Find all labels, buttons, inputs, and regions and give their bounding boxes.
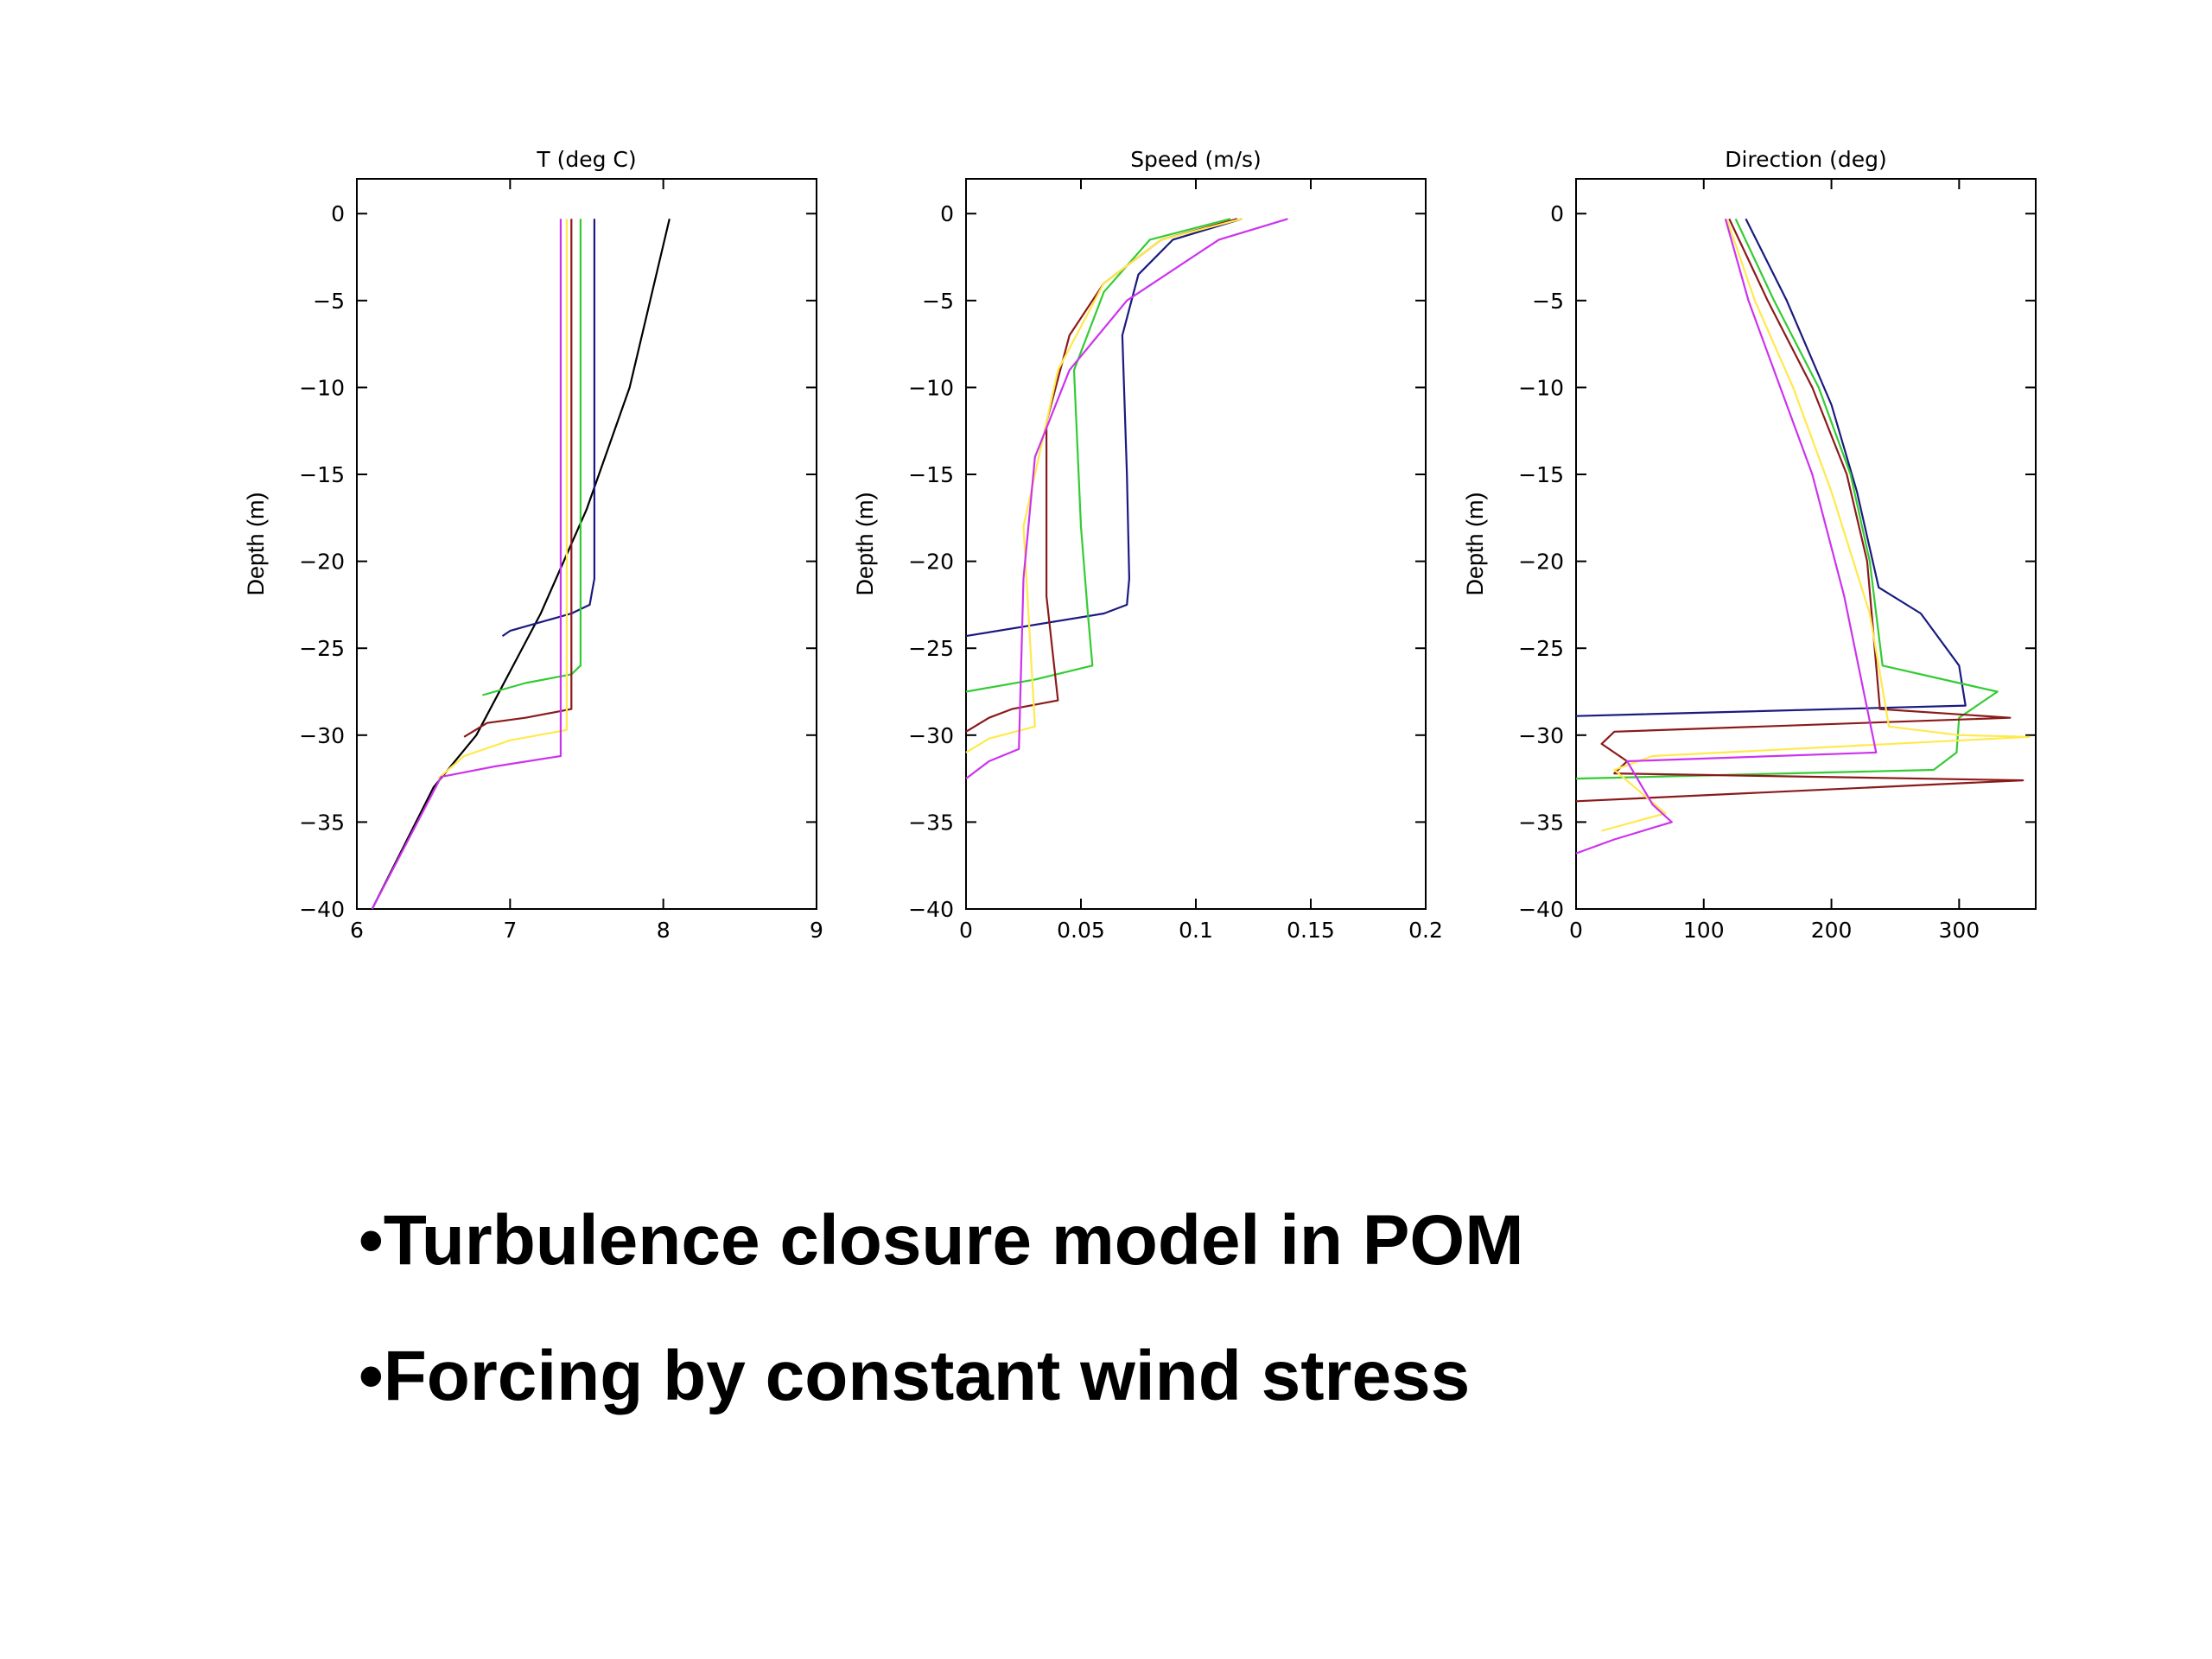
y-tick-label: −40 (1518, 897, 1564, 922)
y-tick-label: −15 (299, 462, 345, 487)
series-line-yellow (965, 218, 1243, 753)
series-line-green (1575, 218, 1999, 780)
y-axis-label: Depth (m) (1462, 492, 1488, 595)
series-line-magenta (965, 218, 1288, 779)
y-tick-label: −10 (299, 375, 345, 400)
series-line-magenta (1575, 219, 1878, 855)
y-axis-label: Depth (m) (243, 492, 269, 595)
y-tick-label: 0 (331, 201, 345, 226)
y-tick-label: −40 (908, 897, 954, 922)
series-line-magenta (371, 219, 563, 910)
y-tick-label: −20 (299, 550, 345, 575)
x-tick-label: 6 (350, 918, 364, 943)
x-tick-label: 0.1 (1179, 918, 1213, 943)
y-tick-label: −25 (908, 636, 954, 661)
y-tick-label: −15 (1518, 462, 1564, 487)
x-tick-label: 100 (1683, 918, 1725, 943)
series-line-blue (1575, 218, 1967, 717)
y-tick-label: −5 (1532, 289, 1564, 314)
chart-speed: Speed (m/s) Depth (m) 0 −5 −10 −15 −20 −25 −30 −3… (852, 147, 1443, 943)
y-tick-label: −25 (299, 636, 345, 661)
y-tick-label: −30 (908, 723, 954, 748)
x-tick-label: 0.15 (1287, 918, 1335, 943)
series-line-yellow (437, 219, 569, 779)
x-tick-label: 0.2 (1408, 918, 1443, 943)
bullet-turbulence: •Turbulence closure model in POM (359, 1201, 1524, 1280)
y-tick-label: 0 (1550, 201, 1564, 226)
series-line-green (965, 218, 1231, 693)
x-tick-label: 0.05 (1057, 918, 1105, 943)
chart-direction: Direction (deg) Depth (m) 0 −5 −10 −15 −20 −25 −… (1462, 147, 2037, 943)
y-tick-label: 0 (940, 201, 954, 226)
chart-title: Direction (deg) (1725, 147, 1887, 172)
series-line-red (1575, 218, 2024, 803)
series-line-yellow (1601, 218, 2031, 832)
x-tick-label: 0 (959, 918, 973, 943)
x-tick-label: 200 (1811, 918, 1853, 943)
y-tick-label: −30 (1518, 723, 1564, 748)
bullet-list: •Turbulence closure model in POM •Forcin… (359, 1205, 1524, 1477)
series-line-red (463, 219, 573, 738)
x-tick-label: 9 (810, 918, 823, 943)
y-tick-label: −15 (908, 462, 954, 487)
y-tick-label: −5 (313, 289, 345, 314)
x-tick-label: 0 (1569, 918, 1583, 943)
y-tick-label: −20 (908, 550, 954, 575)
y-tick-label: −25 (1518, 636, 1564, 661)
x-tick-label: 300 (1938, 918, 1980, 943)
axes-frame (356, 178, 817, 910)
y-tick-label: −20 (1518, 550, 1564, 575)
y-tick-label: −10 (908, 375, 954, 400)
y-tick-label: −35 (299, 810, 345, 835)
x-tick-label: 8 (657, 918, 671, 943)
axes-frame (1575, 178, 2037, 910)
y-tick-label: −40 (299, 897, 345, 922)
y-tick-label: −35 (908, 810, 954, 835)
series-line-blue (965, 218, 1243, 638)
y-axis-label: Depth (m) (852, 492, 878, 595)
y-tick-label: −10 (1518, 375, 1564, 400)
axes-frame (965, 178, 1427, 910)
y-tick-label: −30 (299, 723, 345, 748)
series-line-black (371, 219, 671, 910)
x-tick-label: 7 (503, 918, 517, 943)
chart-title: T (deg C) (536, 147, 636, 172)
chart-title: Speed (m/s) (1130, 147, 1262, 172)
y-tick-label: −5 (922, 289, 954, 314)
y-tick-label: −35 (1518, 810, 1564, 835)
bullet-forcing: •Forcing by constant wind stress (359, 1337, 1471, 1415)
chart-temperature: T (deg C) Depth (m) 0 −5 −10 −15 −20 −25 −30 −35 −… (243, 147, 823, 943)
